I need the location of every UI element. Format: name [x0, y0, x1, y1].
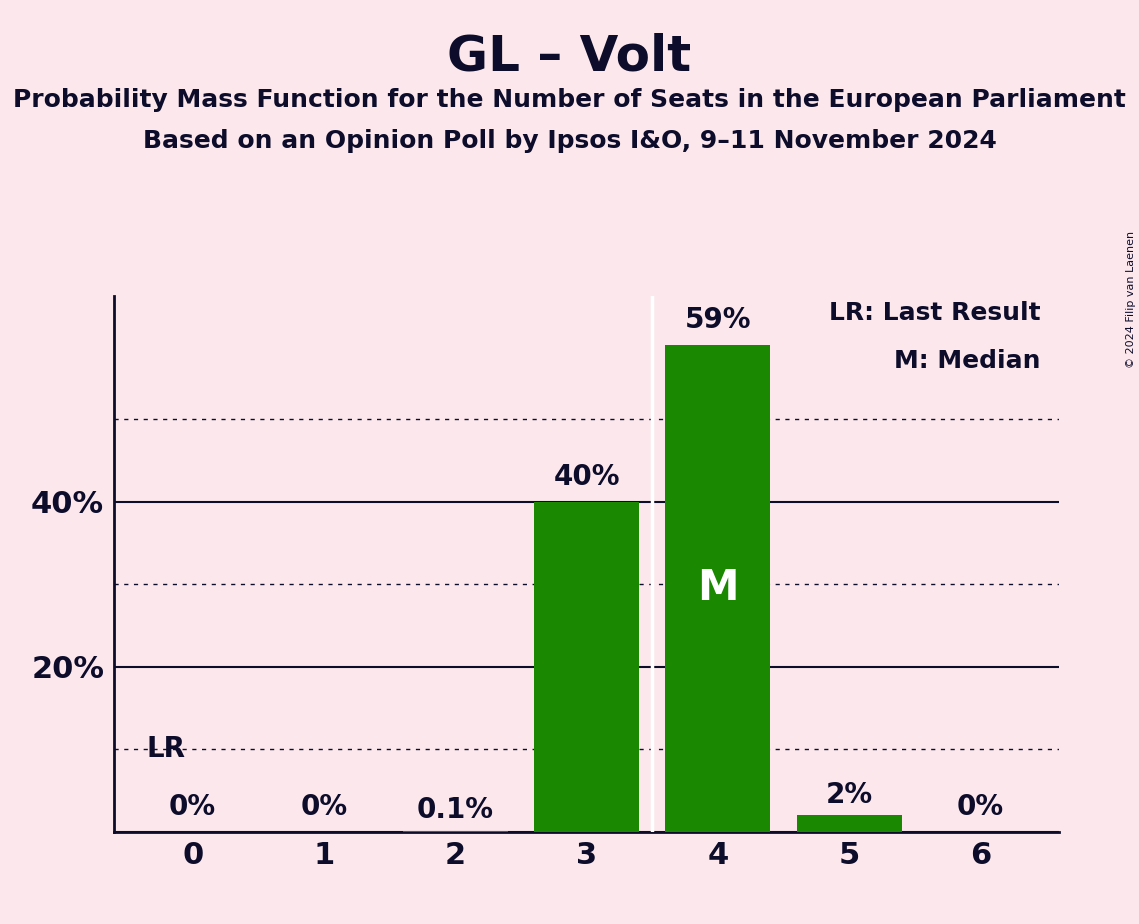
- Text: M: Median: M: Median: [894, 349, 1040, 373]
- Bar: [796, 815, 902, 832]
- Text: 0%: 0%: [957, 793, 1005, 821]
- Text: GL – Volt: GL – Volt: [448, 32, 691, 80]
- Text: Probability Mass Function for the Number of Seats in the European Parliament: Probability Mass Function for the Number…: [13, 88, 1126, 112]
- Text: © 2024 Filip van Laenen: © 2024 Filip van Laenen: [1126, 231, 1136, 368]
- Text: Based on an Opinion Poll by Ipsos I&O, 9–11 November 2024: Based on an Opinion Poll by Ipsos I&O, 9…: [142, 129, 997, 153]
- Text: LR: Last Result: LR: Last Result: [829, 301, 1040, 325]
- Text: 0.1%: 0.1%: [417, 796, 494, 824]
- Text: 0%: 0%: [301, 793, 347, 821]
- Text: LR: LR: [147, 736, 186, 763]
- Text: 40%: 40%: [554, 463, 620, 491]
- Text: 59%: 59%: [685, 307, 751, 334]
- Text: 2%: 2%: [826, 781, 872, 808]
- Text: 0%: 0%: [169, 793, 216, 821]
- Bar: [665, 346, 770, 832]
- Text: M: M: [697, 567, 738, 609]
- Bar: [534, 502, 639, 832]
